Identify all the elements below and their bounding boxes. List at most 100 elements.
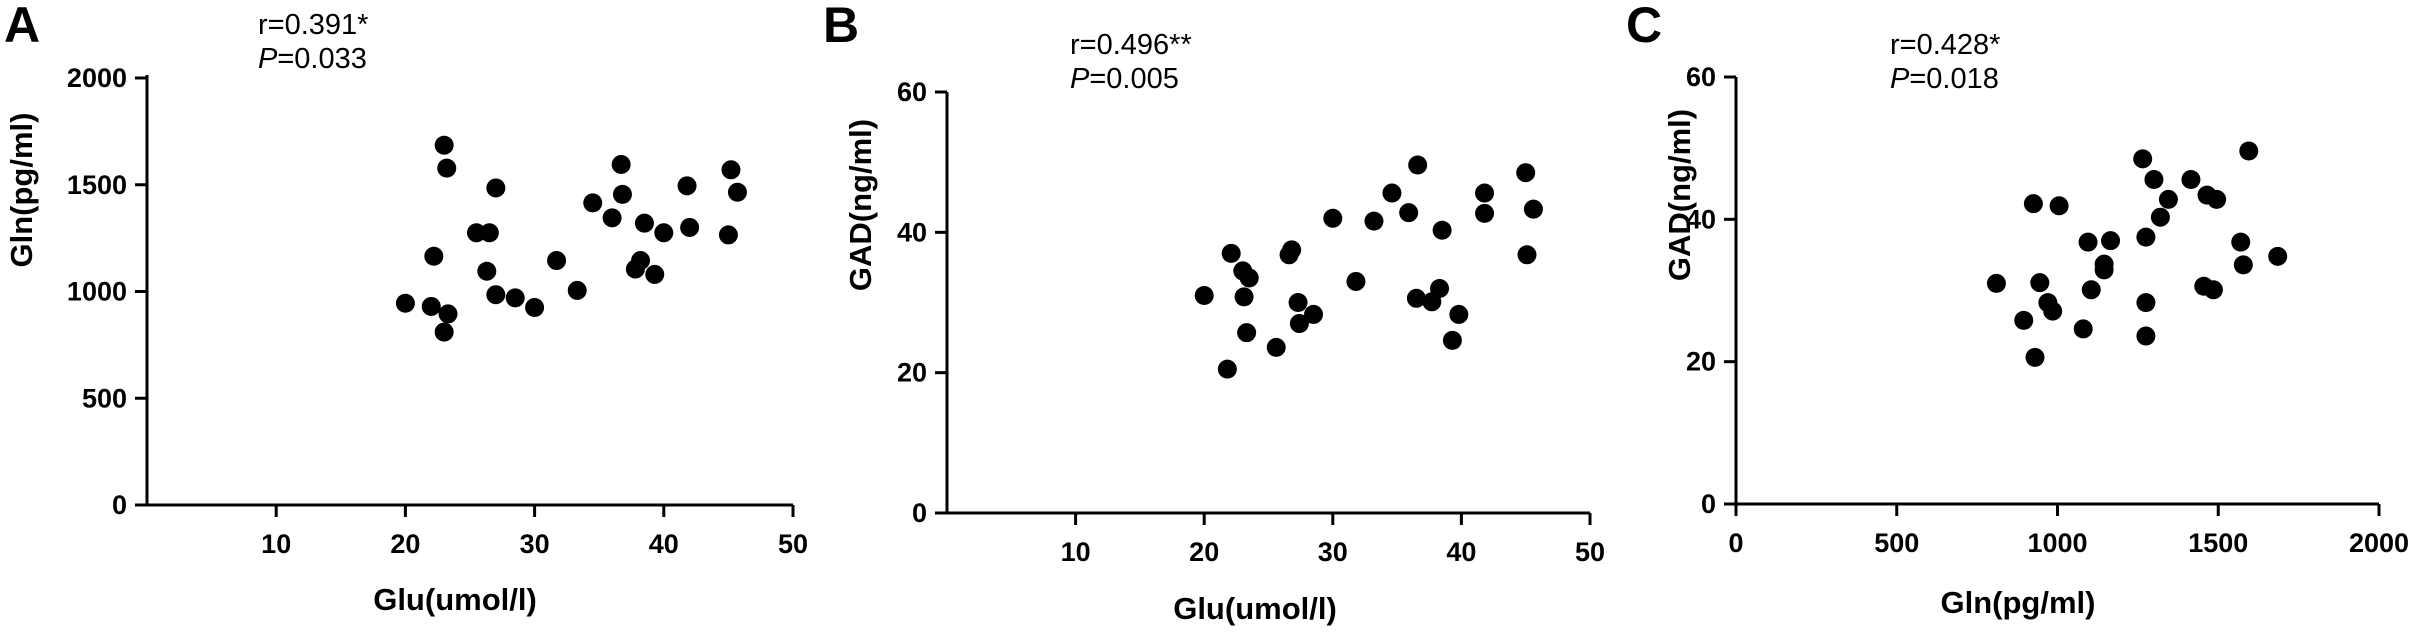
data-point [2268,246,2288,266]
scatter-plot-b: 0 20 40 60 10 20 30 40 50 [897,77,1605,567]
data-point [2030,273,2050,293]
data-point [525,298,545,318]
p-value-c: P=0.018 [1890,62,2000,96]
r-value-c: r=0.428* [1890,29,2001,61]
y-tick-label: 60 [1686,62,1716,92]
data-point [1449,304,1469,324]
y-tick-label: 1500 [67,170,127,200]
data-point [424,246,444,266]
y-tick-label: 40 [897,217,927,247]
r-value-a: r=0.391* [258,9,369,41]
x-axis-label-b: Glu(umol/l) [1173,591,1337,626]
data-point [1323,208,1343,228]
data-point [2133,149,2153,169]
data-point [2203,280,2223,300]
data-point [634,213,654,233]
p-value-b: P=0.005 [1070,62,1192,96]
data-point [438,304,458,324]
x-tick-label: 0 [1728,528,1743,558]
x-tick-label: 2000 [2349,528,2409,558]
p-symbol-a: P [258,43,278,75]
data-point [486,178,506,198]
x-tick-label: 10 [261,529,291,559]
r-value-b: r=0.496** [1070,29,1192,61]
data-point [1237,323,1257,343]
data-point [2081,280,2101,300]
data-point [1475,203,1495,223]
data-point [567,280,587,300]
data-point [2094,254,2114,274]
data-point [2233,255,2253,275]
data-point [434,322,454,342]
y-tick-label: 2000 [67,63,127,93]
p-value-a: P=0.033 [258,42,368,76]
data-point [583,193,603,213]
data-point [1288,293,1308,312]
data-point [645,264,665,284]
data-point [437,158,457,178]
data-point [602,208,622,228]
data-point [1517,245,1537,265]
data-point [718,225,738,245]
data-point [2136,293,2156,313]
data-point [2207,189,2227,209]
p-number-a: =0.033 [277,43,367,75]
data-point [1406,288,1426,308]
data-point [2014,310,2034,330]
data-point [505,288,525,308]
data-point [1475,183,1495,203]
x-tick-label: 10 [1061,537,1091,567]
panel-letter-b: B [823,0,860,53]
data-point [1266,337,1286,357]
data-point [2231,232,2251,252]
y-tick-label: 20 [897,358,927,388]
data-point [1364,211,1384,231]
data-point [2158,189,2178,209]
data-point [477,261,497,281]
x-tick-label: 500 [1874,528,1919,558]
data-point [677,176,697,196]
panel-letter-a: A [4,0,41,53]
x-tick-label: 50 [1575,537,1605,567]
data-point [2078,232,2098,252]
data-point [2136,326,2156,346]
p-number-c: =0.018 [1909,63,1999,95]
data-point [2181,169,2201,189]
data-point [2150,207,2170,227]
x-tick-label: 50 [778,529,808,559]
data-point [547,251,567,271]
data-point [1239,268,1259,288]
correlation-annotation-c: r=0.428* P=0.018 [1890,28,2000,96]
y-tick-label: 60 [897,77,927,107]
data-point [1442,330,1462,350]
panel-c: C r=0.428* P=0.018 GAD(ng/ml) Gln(pg/ml)… [1600,0,2416,632]
data-point [1523,199,1543,219]
x-axis-label-c: Gln(pg/ml) [1940,585,2096,620]
y-tick-label: 500 [82,383,127,413]
y-tick-label: 0 [112,490,127,520]
x-tick-label: 20 [1189,537,1219,567]
data-point [479,223,499,243]
y-tick-label: 0 [1701,489,1716,519]
data-point [2239,141,2259,161]
data-point [486,285,506,305]
data-point [654,223,674,243]
x-tick-label: 1000 [2027,528,2087,558]
x-tick-label: 30 [1318,537,1348,567]
data-point [2073,319,2093,339]
scatter-plot-a: 0 500 1000 1500 2000 10 20 30 40 50 [67,63,808,559]
p-symbol-b: P [1070,63,1090,95]
data-point [1289,314,1309,334]
data-point [1221,243,1241,263]
data-point [434,135,454,155]
p-number-b: =0.005 [1089,63,1179,95]
data-point [2023,194,2043,214]
x-axis-label-a: Glu(umol/l) [373,582,537,617]
x-tick-label: 40 [649,529,679,559]
data-point [1304,304,1324,324]
data-point [631,251,651,271]
y-tick-label: 20 [1686,347,1716,377]
data-point [1234,287,1254,307]
data-point [1382,183,1402,203]
data-point [611,154,631,174]
